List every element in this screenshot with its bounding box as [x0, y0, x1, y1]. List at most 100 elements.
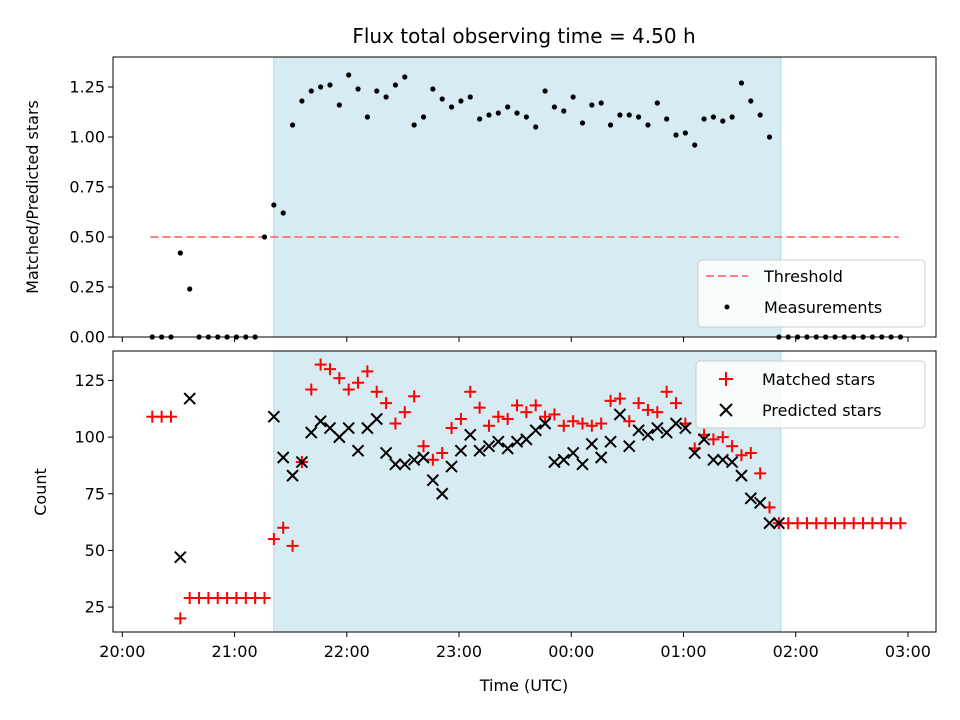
x-axis-title: Time (UTC) [479, 676, 568, 695]
matched-star-point [277, 521, 290, 534]
y-tick-label: 0.50 [69, 228, 105, 247]
measurement-point [477, 116, 483, 122]
measurement-point [299, 98, 305, 104]
predicted-star-point [333, 430, 346, 444]
predicted-star-point [772, 517, 786, 530]
measurement-point [289, 122, 296, 128]
predicted-star-point [763, 517, 776, 530]
predicted-star-point [669, 417, 683, 430]
measurement-point [327, 82, 333, 88]
matched-star-point [258, 592, 271, 605]
measurement-point [280, 210, 286, 216]
matched-star-point [380, 397, 393, 410]
matched-star-point [436, 446, 449, 459]
x-tick-label: 02:00 [773, 642, 819, 661]
chart-title: Flux total observing time = 4.50 h [352, 24, 695, 48]
measurement-point [392, 82, 399, 88]
measurement-point [748, 98, 754, 104]
legend-matched-label: Matched stars [762, 370, 875, 389]
y-tick-label: 25 [85, 598, 105, 617]
predicted-star-point [688, 446, 701, 460]
matched-star-point [548, 408, 561, 421]
predicted-star-point [305, 426, 318, 439]
predicted-star-point [520, 433, 533, 446]
measurement-point [355, 86, 361, 92]
predicted-star-point [482, 439, 496, 453]
matched-star-point [735, 449, 748, 462]
predicted-star-point [641, 428, 655, 442]
predicted-star-point [295, 455, 309, 469]
matched-star-point [567, 415, 580, 428]
measurement-point [757, 112, 763, 118]
matched-star-point [492, 410, 505, 423]
matched-star-point [623, 415, 636, 428]
observing-window-band [273, 56, 782, 338]
predicted-star-point [585, 437, 599, 451]
matched-star-point [417, 440, 430, 453]
predicted-star-point [473, 444, 486, 457]
matched-star-point [286, 539, 299, 552]
predicted-star-point [651, 421, 664, 435]
y-tick-label: 75 [85, 484, 105, 503]
legend-predicted-label: Predicted stars [762, 401, 882, 420]
measurement-point [177, 250, 183, 256]
predicted-star-point [744, 492, 758, 505]
predicted-star-point [454, 444, 468, 457]
measurement-point [766, 134, 773, 140]
matched-star-point [426, 453, 439, 466]
measurement-point [514, 110, 520, 116]
predicted-star-point [398, 458, 411, 471]
matched-star-point [454, 412, 467, 425]
matched-star-point [707, 433, 720, 446]
measurement-point [271, 202, 277, 208]
measurement-point [701, 116, 707, 122]
matched-star-point [305, 383, 318, 396]
matched-star-point [473, 401, 486, 414]
measurement-point [308, 88, 314, 94]
matched-star-point [670, 397, 683, 410]
matched-star-point [894, 517, 907, 530]
measurement-point [617, 112, 623, 118]
predicted-star-point [183, 392, 196, 405]
measurement-point [448, 104, 455, 110]
measurement-point [654, 100, 660, 106]
bottom-y-ticks: 25 50 75 100 125 [74, 371, 113, 617]
measurement-point [523, 114, 529, 120]
bottom-legend-box [695, 360, 926, 429]
predicted-star-point [623, 439, 636, 453]
matched-star-point [408, 390, 421, 403]
top-y-ticks: 0.00 0.25 0.50 0.75 1.00 1.25 [69, 78, 113, 347]
top-plot-frame [112, 56, 937, 338]
measurement-point [420, 114, 427, 120]
x-tick-label: 23:00 [436, 642, 482, 661]
measurement-point [383, 94, 389, 100]
y-tick-label: 0.00 [69, 328, 105, 347]
legend-threshold-label: Threshold [763, 267, 843, 286]
measurement-point [570, 94, 576, 100]
matched-star-point [445, 422, 458, 435]
bottom-plot-frame [112, 350, 937, 633]
top-panel: Flux total observing time = 4.50 h 0.000… [23, 24, 937, 347]
predicted-star-point [538, 417, 552, 430]
predicted-star-point [445, 460, 458, 473]
matched-star-point [464, 385, 477, 398]
measurement-point [430, 86, 436, 92]
predicted-star-point [725, 455, 739, 469]
x-tick-label: 03:00 [885, 642, 931, 661]
measurement-point [467, 94, 473, 100]
y-tick-label: 125 [74, 371, 105, 390]
matched-star-point [398, 406, 411, 419]
matched-star-point [323, 363, 336, 376]
matched-star-point [164, 410, 177, 423]
predicted-star-point [501, 442, 514, 455]
measurement-point [505, 104, 511, 110]
legend-predicted-swatch [719, 403, 733, 417]
predicted-star-point [613, 408, 627, 421]
predicted-star-point [735, 469, 748, 482]
bottom-panel: 25 50 75 100 125 20:00 21:00 22:00 23:00 00:00 01… [31, 350, 937, 695]
predicted-star-point [361, 421, 374, 435]
matched-star-point [501, 412, 514, 425]
bottom-y-axis-title: Count [31, 468, 50, 516]
measurement-point [261, 234, 268, 240]
